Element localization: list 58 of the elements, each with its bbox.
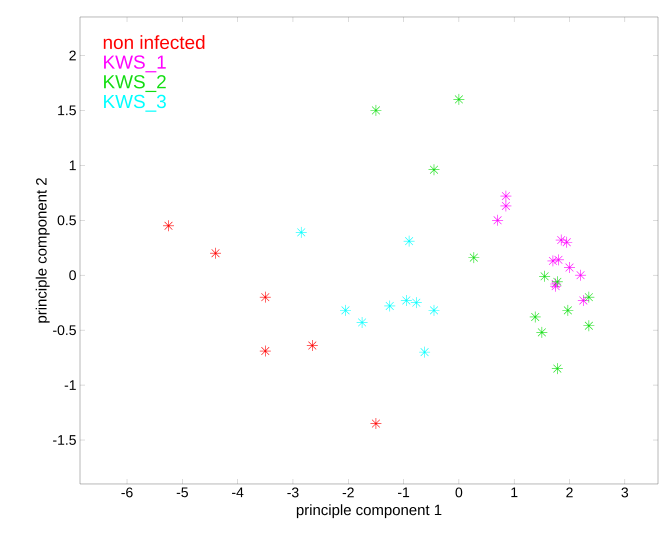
point [562, 304, 574, 316]
y-tick-label: -0.5 [53, 325, 76, 336]
point [162, 220, 174, 232]
x-tick-label: 2 [566, 487, 573, 498]
point [370, 104, 382, 116]
point [547, 255, 559, 267]
point [560, 236, 573, 248]
point [260, 291, 272, 303]
point [552, 254, 564, 266]
point [260, 345, 272, 357]
y-tick-label: 0.5 [58, 215, 76, 226]
text: KWS_1 [104, 55, 166, 72]
y-tick-label: 1.5 [58, 106, 76, 116]
point [306, 340, 318, 352]
point [403, 235, 415, 247]
x-tick-label: 1 [511, 488, 518, 498]
point [370, 418, 382, 430]
x-tick-label: -6 [121, 487, 133, 498]
point [578, 294, 590, 306]
y-tick-label: -1 [64, 380, 76, 390]
y-tick-label: 2 [69, 50, 76, 60]
point [384, 300, 396, 312]
y-axis-title: principle component 2 [36, 178, 50, 323]
point [428, 164, 440, 176]
y-tick-label: -1.5 [53, 435, 76, 445]
point [453, 94, 465, 106]
point [574, 269, 586, 282]
point [500, 200, 512, 212]
point [500, 190, 512, 202]
point [428, 304, 440, 316]
text: KWS_3 [104, 94, 166, 112]
point [583, 291, 595, 303]
point [529, 311, 542, 323]
x-tick-label: -1 [398, 488, 410, 498]
x-tick-label: -4 [232, 488, 244, 498]
x-tick-label: -2 [342, 487, 354, 498]
x-tick-label: 0 [456, 487, 462, 498]
point [468, 252, 480, 264]
point [492, 214, 504, 226]
text: KWS_2 [104, 75, 166, 92]
point [536, 326, 548, 338]
point [555, 234, 568, 246]
point [538, 270, 550, 282]
point [583, 320, 595, 332]
point [210, 247, 222, 260]
y-tick-label: 1 [70, 160, 76, 170]
point [295, 226, 308, 238]
point [418, 346, 430, 358]
y-tick-label: 0 [69, 270, 76, 280]
text: non infected [104, 35, 204, 50]
x-tick-label: -3 [287, 487, 299, 498]
x-axis-title: principle component 1 [296, 504, 442, 518]
point [356, 316, 368, 328]
point [340, 304, 352, 316]
point [564, 262, 576, 274]
x-tick-label: 3 [621, 487, 628, 498]
point [552, 362, 564, 374]
x-tick-label: -5 [176, 488, 188, 498]
